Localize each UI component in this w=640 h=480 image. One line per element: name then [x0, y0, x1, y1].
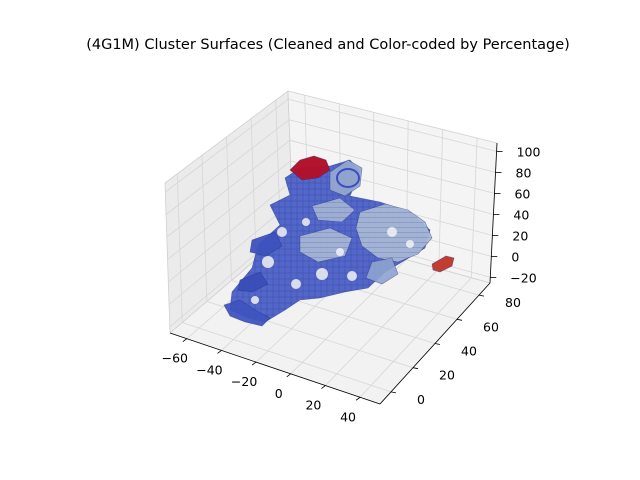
grid-line-z — [168, 181, 292, 283]
surface-gap — [387, 227, 397, 237]
x-tick-label: 20 — [305, 398, 321, 413]
x-tick-mark — [251, 361, 257, 366]
surface-upper-ring — [329, 159, 363, 197]
axis-line — [169, 332, 381, 405]
grid-line-z-wall — [288, 98, 497, 152]
grid-line-z-wall — [289, 139, 495, 194]
surface-gap — [302, 218, 310, 226]
z-tick-label: 60 — [514, 186, 530, 201]
surface-red-cap — [289, 155, 331, 181]
grid-line-z — [166, 140, 291, 238]
surface-fragment — [249, 231, 283, 257]
surface-gap — [347, 271, 357, 281]
grid-line-z — [165, 119, 290, 215]
x-tick-mark — [355, 396, 361, 401]
x-tick-mark — [182, 338, 188, 342]
grid-line-z — [167, 160, 291, 260]
y-tick-mark — [478, 294, 485, 297]
y-tick-label: 0 — [417, 392, 425, 407]
x-tick-label: −60 — [162, 351, 188, 366]
y-tick-mark — [456, 318, 463, 321]
surface-gap — [262, 256, 274, 268]
z-tick-label: 20 — [512, 228, 528, 243]
surface-gap — [277, 227, 287, 237]
z-tick-label: 100 — [517, 144, 541, 159]
surface-ring-outline — [336, 168, 360, 188]
grid-line-z — [168, 201, 293, 305]
x-tick-mark — [286, 373, 291, 378]
x-axis-ticks: −60 −40 −20 0 20 40 — [162, 338, 361, 424]
x-tick-mark — [321, 385, 326, 389]
y-tick-label: 80 — [505, 295, 521, 310]
surface-red-outlier — [431, 255, 455, 273]
grid-line-y-wall — [176, 173, 183, 323]
surface-gap — [251, 296, 259, 304]
y-tick-mark — [390, 391, 397, 394]
grid-line-y — [182, 322, 392, 393]
z-tick-label: 40 — [513, 207, 529, 222]
y-tick-label: 60 — [483, 319, 499, 334]
x-tick-label: −20 — [231, 374, 257, 389]
grid-line-y-wall — [201, 155, 208, 302]
grid-line-y-wall — [250, 118, 257, 260]
x-tick-label: 0 — [275, 386, 283, 401]
axis-line — [489, 142, 498, 284]
grid-line-x-wall — [470, 138, 478, 278]
surface-light-patch — [311, 197, 356, 223]
z-tick-label: −20 — [510, 270, 536, 285]
y-tick-mark — [412, 367, 419, 370]
cluster-surfaces — [223, 155, 455, 327]
x-tick-mark — [217, 350, 222, 354]
y-tick-label: 40 — [461, 344, 477, 359]
surface-gap — [316, 268, 328, 280]
grid-line-z-wall — [288, 119, 496, 173]
z-axis-ticks: −20 0 20 40 60 80 100 — [490, 144, 540, 285]
surface-gap — [291, 279, 301, 289]
surface-right-lobe — [365, 257, 399, 285]
y-tick-mark — [434, 343, 441, 345]
x-tick-label: −40 — [196, 362, 222, 377]
z-tick-label: 0 — [511, 249, 519, 264]
x-tick-label: 40 — [340, 409, 356, 424]
z-tick-label: 80 — [516, 165, 532, 180]
chart-title: (4G1M) Cluster Surfaces (Cleaned and Col… — [86, 37, 570, 53]
surface-fragment — [223, 299, 271, 327]
grid-line-x-wall — [438, 129, 444, 269]
surface-fragment — [237, 271, 269, 293]
grid-line-y-wall — [226, 136, 232, 281]
grid-line-z — [165, 98, 289, 193]
y-tick-label: 20 — [439, 368, 455, 383]
y-axis-ticks: 0 20 40 60 80 — [390, 294, 521, 407]
surface-gap — [336, 248, 344, 256]
surface-gap — [406, 240, 414, 248]
